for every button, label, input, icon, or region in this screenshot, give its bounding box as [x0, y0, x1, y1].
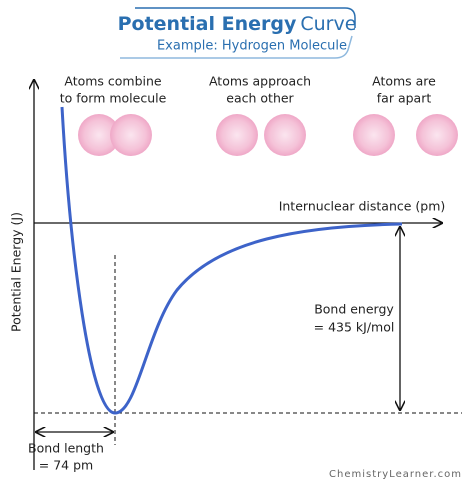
- title-frame: [135, 7, 356, 28]
- title-main: Potential Energy: [118, 13, 297, 35]
- atom: [110, 114, 152, 156]
- title-accent: Curve: [300, 13, 356, 35]
- atom: [264, 114, 306, 156]
- stage-label: Atoms approach: [209, 74, 311, 89]
- atom: [353, 114, 395, 156]
- atom: [216, 114, 258, 156]
- y-axis-label: Potential Energy (J): [9, 212, 24, 332]
- stage-label: Atoms are: [372, 74, 436, 89]
- subtitle: Example: Hydrogen Molecule: [157, 39, 347, 54]
- stage-label: far apart: [377, 91, 432, 106]
- atom: [416, 114, 458, 156]
- title-frame: [120, 35, 353, 59]
- energy-curve: [60, 106, 403, 415]
- bond-energy-label: Bond energy: [314, 302, 394, 317]
- bond-length-label: = 74 pm: [39, 458, 93, 473]
- bond-energy-label: = 435 kJ/mol: [314, 320, 395, 335]
- title: Potential Energy Curve: [118, 13, 357, 35]
- stage-label: Atoms combine: [64, 74, 162, 89]
- stage-label: to form molecule: [60, 91, 167, 106]
- footer: ChemistryLearner.com: [329, 469, 462, 480]
- atoms: [78, 114, 458, 156]
- x-axis-label: Internuclear distance (pm): [279, 199, 446, 214]
- stage-label: each other: [226, 91, 294, 106]
- bond-length-label: Bond length: [28, 441, 104, 456]
- atom: [78, 114, 120, 156]
